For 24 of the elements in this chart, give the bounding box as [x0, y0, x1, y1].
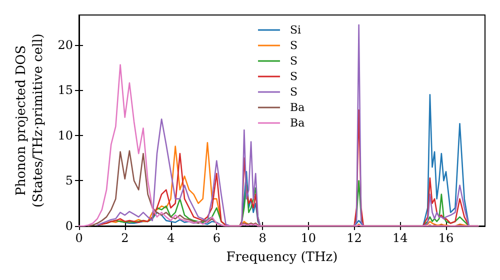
x-tick-label: 8: [258, 231, 266, 245]
y-tick-label: 0: [65, 219, 73, 233]
y-tick-label: 10: [58, 128, 73, 142]
line-series: [78, 64, 479, 227]
x-tick-label: 2: [121, 231, 129, 245]
x-tick-label: 12: [346, 231, 362, 245]
y-axis-title: Phonon projected DOS (States/THz·primitive cell): [14, 33, 46, 208]
legend-label: S: [290, 86, 298, 98]
legend-label: Ba: [290, 116, 306, 130]
y-tick-label: 5: [65, 174, 73, 188]
x-tick-label: 6: [212, 231, 220, 245]
legend-label: S: [290, 70, 298, 83]
y-tick-label: 15: [58, 83, 73, 98]
legend-label: Si: [290, 24, 302, 36]
x-tick-label: 14: [392, 231, 408, 245]
legend-label: S: [290, 54, 298, 68]
x-tick-label: 10: [300, 231, 316, 245]
legend-label: S: [290, 39, 298, 52]
x-tick-label: 16: [438, 231, 454, 245]
y-tick-label: 20: [58, 38, 73, 52]
x-axis-title: Frequency (THz): [226, 250, 338, 265]
x-tick-label: 4: [166, 231, 175, 245]
legend-label: Ba: [290, 101, 306, 114]
x-tick-label: 0: [75, 231, 83, 245]
